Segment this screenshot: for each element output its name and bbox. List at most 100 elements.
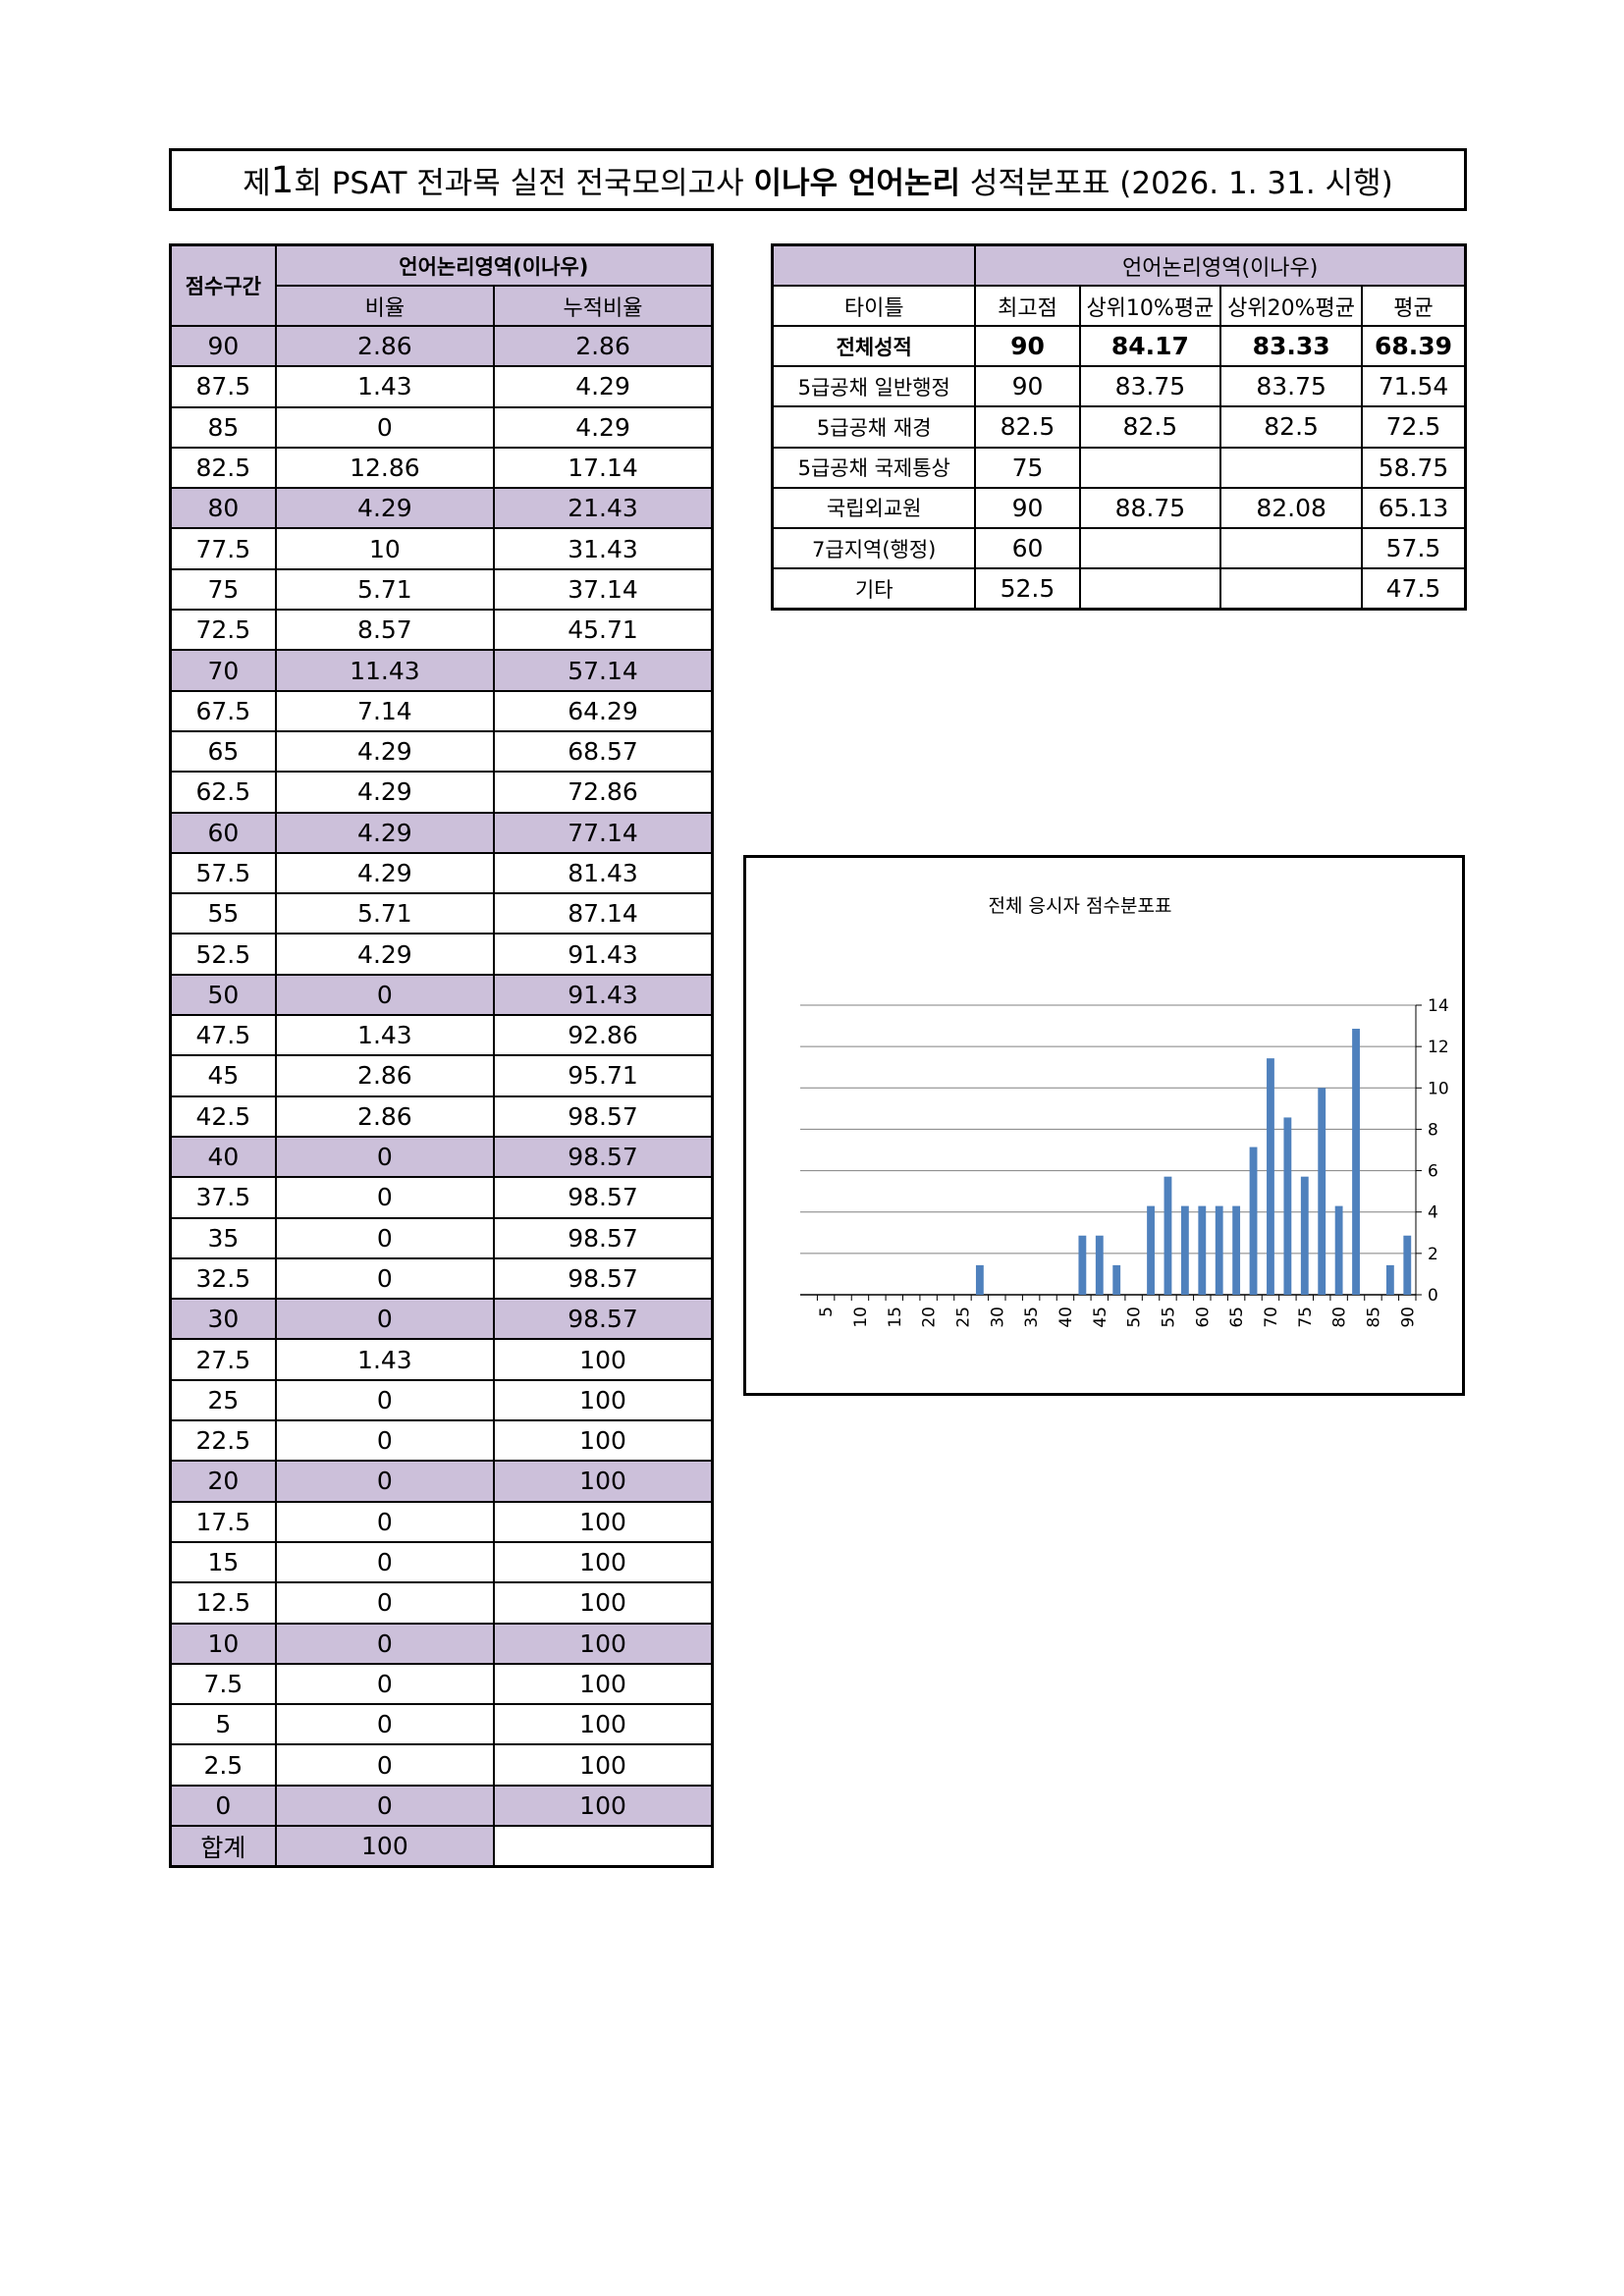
summary-avg-cell: 57.5 — [1360, 526, 1467, 570]
chart-bar — [1232, 1205, 1241, 1295]
cumulative-cell: 100 — [493, 1662, 714, 1706]
table-row: 45 2.86 95.71 — [169, 1054, 714, 1097]
summary-title-cell: 7급지역(행정) — [771, 526, 977, 570]
summary-table: 언어논리영역(이나우) 타이틀 최고점 상위10%평균 상위20%평균 평균 전… — [771, 243, 1467, 612]
score-cell: 70 — [169, 649, 277, 692]
chart-bar — [1180, 1205, 1189, 1295]
x-tick-label: 35 — [1022, 1307, 1042, 1328]
x-tick-label: 25 — [953, 1307, 973, 1328]
total-label: 합계 — [169, 1824, 277, 1868]
x-tick-label: 70 — [1262, 1307, 1281, 1328]
group-header: 언어논리영역(이나우) — [274, 243, 714, 287]
table-row: 85 0 4.29 — [169, 405, 714, 449]
table-row: 47.5 1.43 92.86 — [169, 1014, 714, 1057]
summary-avg-cell: 68.39 — [1360, 324, 1467, 368]
table-row: 25 0 100 — [169, 1378, 714, 1422]
chart-bar — [1249, 1147, 1258, 1295]
score-cell: 80 — [169, 487, 277, 530]
x-tick-label: 60 — [1193, 1307, 1213, 1328]
summary-corner — [771, 243, 977, 287]
table-row: 27.5 1.43 100 — [169, 1338, 714, 1381]
summary-row: 7급지역(행정) 60 57.5 — [771, 526, 1467, 570]
x-tick-label: 40 — [1056, 1307, 1076, 1328]
summary-top10-cell — [1078, 526, 1222, 570]
summary-top20-cell: 83.33 — [1219, 324, 1363, 368]
summary-top20-cell: 83.75 — [1219, 365, 1363, 408]
summary-row: 5급공채 일반행정 90 83.75 83.75 71.54 — [771, 365, 1467, 408]
score-cell: 12.5 — [169, 1581, 277, 1625]
ratio-cell: 0 — [274, 1460, 496, 1503]
cumulative-cell: 100 — [493, 1338, 714, 1381]
x-tick-label: 90 — [1398, 1307, 1418, 1328]
summary-top10-cell: 82.5 — [1078, 405, 1222, 449]
score-cell: 77.5 — [169, 527, 277, 570]
summary-max-cell: 52.5 — [974, 567, 1081, 611]
table-row: 22.5 0 100 — [169, 1419, 714, 1463]
cumulative-cell: 98.57 — [493, 1135, 714, 1179]
x-tick-label: 85 — [1364, 1307, 1383, 1328]
ratio-cell: 10 — [274, 527, 496, 570]
table-row: 35 0 98.57 — [169, 1216, 714, 1259]
summary-title-cell: 5급공채 재경 — [771, 405, 977, 449]
cumulative-cell: 98.57 — [493, 1216, 714, 1259]
ratio-cell: 0 — [274, 1378, 496, 1422]
ratio-cell: 0 — [274, 1298, 496, 1341]
cumulative-cell: 37.14 — [493, 567, 714, 612]
table-row: 52.5 4.29 91.43 — [169, 933, 714, 976]
cumulative-cell: 2.86 — [493, 324, 714, 368]
chart-bar — [1403, 1235, 1412, 1295]
cumulative-cell: 68.57 — [493, 729, 714, 774]
x-tick-label: 30 — [988, 1307, 1007, 1328]
score-cell: 17.5 — [169, 1500, 277, 1543]
summary-avg-cell: 58.75 — [1360, 446, 1467, 489]
total-empty — [493, 1824, 714, 1868]
table-row: 50 0 91.43 — [169, 973, 714, 1017]
chart-bar — [1078, 1235, 1087, 1295]
chart-bar — [1352, 1029, 1360, 1295]
summary-title-cell: 전체성적 — [771, 324, 977, 368]
score-cell: 15 — [169, 1540, 277, 1584]
chart-bar — [1198, 1205, 1207, 1295]
cumulative-cell: 100 — [493, 1784, 714, 1827]
cumulative-cell: 98.57 — [493, 1298, 714, 1341]
score-cell: 2.5 — [169, 1743, 277, 1787]
ratio-cell: 0 — [274, 405, 496, 449]
ratio-cell: 4.29 — [274, 487, 496, 530]
score-cell: 47.5 — [169, 1014, 277, 1057]
table-row: 12.5 0 100 — [169, 1581, 714, 1625]
table-row: 2.5 0 100 — [169, 1743, 714, 1787]
cumulative-cell: 100 — [493, 1743, 714, 1787]
score-cell: 45 — [169, 1054, 277, 1097]
summary-top10-cell — [1078, 567, 1222, 611]
table-row: 5 0 100 — [169, 1703, 714, 1746]
cumulative-cell: 92.86 — [493, 1014, 714, 1057]
score-cell: 55 — [169, 892, 277, 935]
cumulative-cell: 100 — [493, 1540, 714, 1584]
ratio-cell: 7.14 — [274, 689, 496, 732]
score-distribution-table: 점수구간 언어논리영역(이나우) 비율 누적비율 90 2.86 2.86 87.5 1… — [169, 243, 714, 1869]
summary-group-header: 언어논리영역(이나우) — [974, 243, 1467, 287]
cumulative-cell: 77.14 — [493, 811, 714, 854]
summary-col-title: 타이틀 — [771, 285, 977, 327]
ratio-cell: 0 — [274, 1743, 496, 1787]
ratio-cell: 1.43 — [274, 1338, 496, 1381]
score-cell: 50 — [169, 973, 277, 1017]
x-tick-label: 5 — [817, 1307, 837, 1317]
ratio-cell: 4.29 — [274, 933, 496, 976]
cumulative-cell: 21.43 — [493, 487, 714, 530]
x-tick-label: 15 — [886, 1307, 905, 1328]
y-tick-label: 0 — [1428, 1286, 1438, 1306]
cumulative-cell: 100 — [493, 1500, 714, 1543]
y-tick-label: 6 — [1428, 1162, 1438, 1182]
table-row: 87.5 1.43 4.29 — [169, 365, 714, 408]
ratio-cell: 2.86 — [274, 324, 496, 368]
table-row: 55 5.71 87.14 — [169, 892, 714, 935]
table-row: 0 0 100 — [169, 1784, 714, 1827]
ratio-cell: 0 — [274, 1135, 496, 1179]
cumulative-cell: 98.57 — [493, 1095, 714, 1138]
score-cell: 25 — [169, 1378, 277, 1422]
x-tick-label: 80 — [1330, 1307, 1350, 1328]
ratio-cell: 0 — [274, 1419, 496, 1463]
total-row: 합계 100 — [169, 1824, 714, 1868]
ratio-cell: 4.29 — [274, 771, 496, 814]
